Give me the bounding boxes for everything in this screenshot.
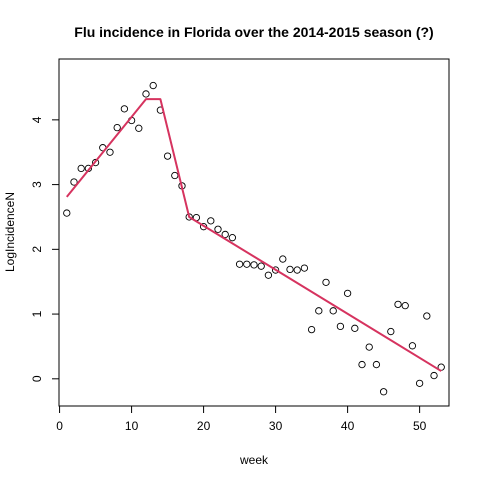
data-point: [135, 124, 143, 132]
plot-frame: [58, 58, 450, 407]
data-point: [336, 322, 345, 331]
x-tick-label: 20: [197, 419, 211, 433]
data-point: [221, 230, 229, 239]
data-point: [307, 325, 316, 334]
fit-line: [65, 98, 442, 372]
y-tick-label: 2: [30, 246, 44, 253]
data-point: [394, 300, 402, 309]
data-point: [293, 266, 301, 274]
data-point: [113, 123, 121, 132]
data-point: [387, 327, 395, 336]
data-point: [286, 265, 294, 274]
data-point: [279, 255, 287, 263]
data-point: [401, 302, 409, 310]
data-point: [430, 371, 438, 380]
data-point: [365, 343, 373, 351]
data-point: [70, 178, 78, 186]
data-point: [106, 148, 114, 156]
data-point: [329, 307, 337, 315]
data-point: [379, 388, 388, 396]
data-point: [91, 158, 100, 167]
y-tick-label: 4: [30, 116, 44, 123]
y-tick-label: 1: [30, 310, 44, 317]
data-point: [149, 81, 157, 90]
data-point: [235, 260, 244, 268]
data-point: [351, 324, 359, 332]
data-point: [228, 234, 237, 242]
x-tick-label: 50: [413, 419, 427, 433]
data-point: [120, 105, 129, 113]
data-point: [372, 360, 381, 369]
data-point: [358, 360, 366, 369]
x-tick-label: 10: [125, 419, 139, 433]
data-point: [315, 307, 323, 315]
x-tick-label: 40: [341, 419, 355, 433]
x-axis: 0 10 20 30 40 50: [56, 405, 427, 433]
data-point: [243, 260, 251, 268]
y-tick-label: 0: [30, 375, 44, 382]
data-point: [142, 90, 150, 98]
y-tick-label: 3: [30, 181, 44, 188]
x-tick-label: 0: [56, 419, 63, 433]
data-point: [214, 225, 222, 233]
data-point: [271, 266, 280, 274]
y-axis-label: LogIncidenceN: [3, 192, 17, 272]
data-point: [63, 209, 71, 217]
data-point: [343, 289, 352, 298]
data-point: [423, 312, 431, 320]
x-tick-label: 30: [269, 419, 283, 433]
data-point: [322, 278, 330, 286]
chart-title: Flu incidence in Florida over the 2014-2…: [74, 24, 433, 40]
data-point: [250, 261, 258, 269]
data-point: [257, 262, 265, 270]
data-point: [207, 217, 215, 225]
data-point: [415, 379, 424, 387]
y-axis: 0 1 2 3 4: [30, 116, 60, 382]
x-axis-label: week: [239, 453, 269, 467]
data-point: [171, 171, 179, 180]
data-point: [264, 271, 273, 279]
data-point: [77, 164, 85, 173]
data-point: [300, 264, 309, 272]
data-point: [163, 152, 172, 160]
data-point: [408, 342, 417, 350]
